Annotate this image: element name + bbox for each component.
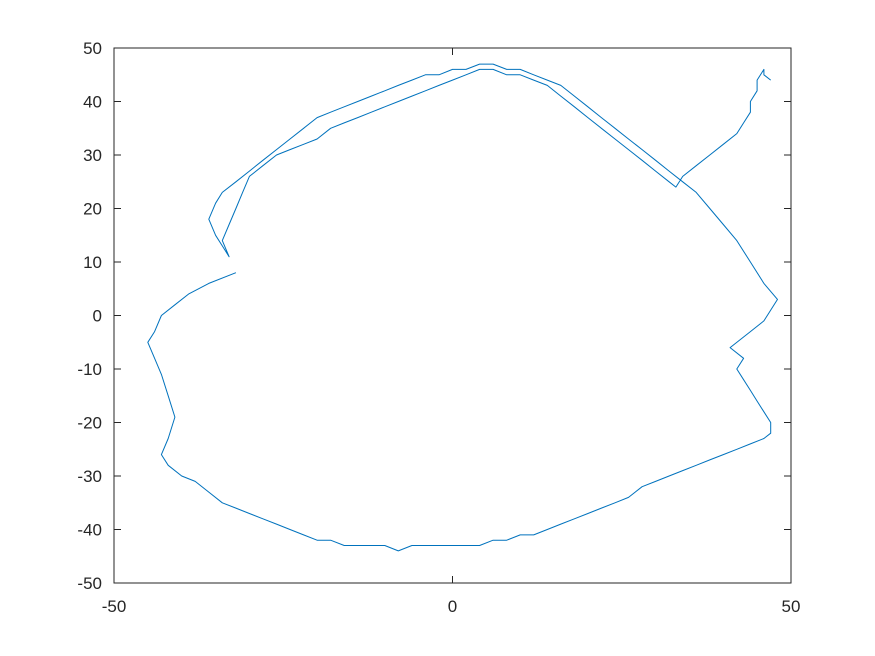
- x-tick-label: 50: [782, 597, 801, 616]
- y-tick-label: -20: [77, 414, 102, 433]
- y-axis: -50 -40 -30 -20 -10 0 10 20 30 40 50: [77, 39, 791, 593]
- x-axis: -50 0 50: [102, 48, 801, 616]
- y-tick-label: -40: [77, 521, 102, 540]
- y-tick-label: 50: [83, 39, 102, 58]
- y-tick-label: 30: [83, 146, 102, 165]
- series-line-0: [147, 63, 778, 552]
- x-tick-label: -50: [102, 597, 127, 616]
- x-tick-label: 0: [448, 597, 457, 616]
- series-layer: [147, 63, 778, 552]
- y-tick-label: -30: [77, 467, 102, 486]
- y-tick-label: 20: [83, 200, 102, 219]
- y-tick-label: 0: [93, 307, 102, 326]
- plot-area: [114, 48, 791, 583]
- y-tick-label: 10: [83, 253, 102, 272]
- y-tick-label: 40: [83, 93, 102, 112]
- y-tick-label: -10: [77, 360, 102, 379]
- y-tick-label: -50: [77, 574, 102, 593]
